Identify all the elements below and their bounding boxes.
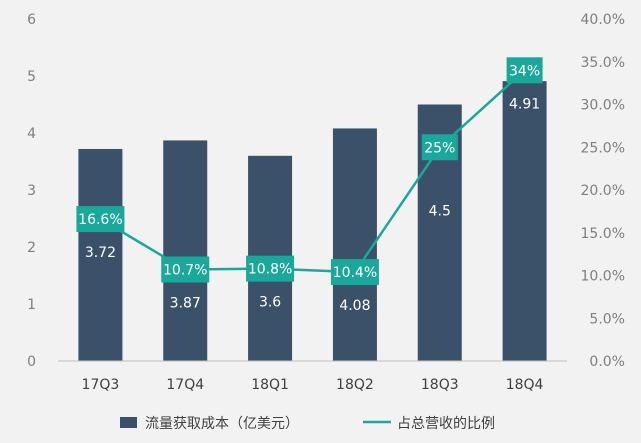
legend: 流量获取成本（亿美元） 占总营收的比例 [120,416,495,432]
percent-label: 16.6% [78,212,122,228]
right-axis-tick-label: 15.0% [581,226,625,242]
percent-label-box [246,255,295,282]
right-axis-tick-label: 5.0% [589,311,625,327]
category-label: 17Q4 [166,377,204,393]
left-axis-tick-label: 4 [27,126,36,142]
percent-label-box [421,134,458,161]
percent-label: 10.7% [163,263,207,279]
legend-bar-label: 流量获取成本（亿美元） [145,416,299,432]
right-axis-tick-label: 40.0% [581,12,625,28]
left-axis-tick-label: 0 [27,354,36,370]
category-label: 18Q4 [506,377,544,393]
left-axis-tick-label: 5 [27,69,36,85]
percent-label: 34% [509,63,540,79]
bar [502,81,547,361]
category-label: 18Q1 [251,377,289,393]
bar-series: 3.72 3.87 3.6 4.08 4.5 4.91 [78,81,547,361]
percent-label-box [330,259,379,286]
category-label: 18Q3 [421,377,459,393]
percent-label-box [76,206,125,233]
percent-label: 10.4% [333,265,377,281]
bar-value-label: 3.6 [259,295,281,311]
left-axis-tick-label: 6 [27,12,36,28]
percent-label-box [506,57,543,84]
right-axis-tick-label: 20.0% [581,183,625,199]
left-axis: 0 1 2 3 4 5 6 [27,12,36,370]
bar [78,148,123,361]
left-axis-tick-label: 2 [27,240,36,256]
right-axis-tick-label: 0.0% [589,354,625,370]
left-axis-tick-label: 3 [27,183,36,199]
legend-line-label: 占总营收的比例 [397,416,495,432]
legend-bar-swatch [120,417,137,428]
line-series: 16.6% 10.7% 10.8% 10.4% 25% 34% [76,57,543,286]
x-axis: 17Q3 17Q4 18Q1 18Q2 18Q3 18Q4 [82,377,544,393]
bar-value-label: 4.08 [339,298,370,314]
percent-label: 25% [424,140,455,156]
bar-value-label: 4.91 [509,96,540,112]
category-label: 18Q2 [336,377,374,393]
bar-value-label: 3.87 [170,296,201,312]
right-axis-tick-label: 25.0% [581,140,625,156]
percent-label: 10.8% [248,262,292,278]
right-axis-tick-label: 35.0% [581,55,625,71]
right-axis-tick-label: 30.0% [581,98,625,114]
right-axis: 0.0% 5.0% 10.0% 15.0% 20.0% 25.0% 30.0% 35.0% 40… [581,12,625,370]
category-label: 17Q3 [82,377,120,393]
left-axis-tick-label: 1 [27,297,36,313]
percent-label-box [161,256,210,283]
bar [332,128,377,361]
right-axis-tick-label: 10.0% [581,269,625,285]
bar [163,140,208,361]
bar-value-label: 3.72 [85,245,116,261]
bar-value-label: 4.5 [429,204,451,220]
